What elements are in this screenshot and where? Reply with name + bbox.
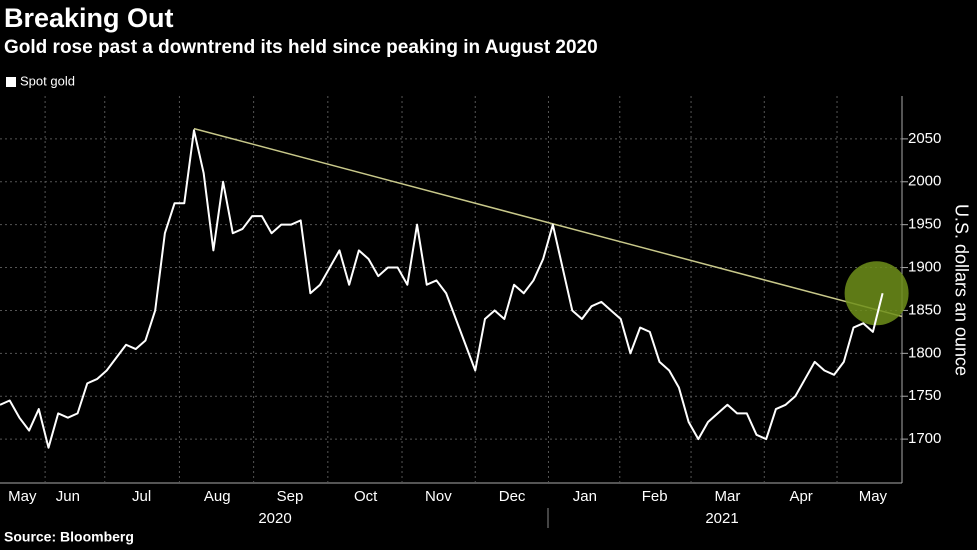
y-tick-label: 1900 (908, 259, 941, 276)
legend-label: Spot gold (20, 73, 75, 88)
x-tick-label: Jan (573, 488, 597, 505)
y-tick-label: 1800 (908, 344, 941, 361)
x-tick-label: Nov (425, 488, 452, 505)
x-tick-label: Mar (714, 488, 740, 505)
price-line (0, 129, 884, 449)
x-tick-label: Feb (642, 488, 668, 505)
x-tick-label: Aug (204, 488, 231, 505)
x-tick-label: Sep (277, 488, 304, 505)
x-tick-label: Jul (132, 488, 151, 505)
highlight-circle (844, 261, 909, 326)
x-tick-label: Dec (499, 488, 526, 505)
year-label: 2020 (258, 510, 291, 527)
x-tick-label: Oct (354, 488, 378, 505)
trendline (193, 127, 903, 318)
y-tick-label: 2000 (908, 173, 941, 190)
y-tick-label: 1850 (908, 301, 941, 318)
year-label: 2021 (705, 510, 738, 527)
x-tick-label: May (859, 488, 888, 505)
chart-title: Breaking Out (4, 3, 174, 33)
x-tick-label: Jun (56, 488, 80, 505)
y-tick-label: 1700 (908, 430, 941, 447)
y-tick-label: 2050 (908, 130, 941, 147)
x-tick-label: Apr (789, 488, 812, 505)
x-tick-label: May (8, 488, 37, 505)
chart-subtitle: Gold rose past a downtrend its held sinc… (4, 37, 598, 58)
legend-swatch (6, 77, 16, 87)
y-tick-label: 1950 (908, 216, 941, 233)
y-tick-label: 1750 (908, 387, 941, 404)
source: Source: Bloomberg (4, 529, 134, 545)
y-axis-label: U.S. dollars an ounce (951, 204, 971, 376)
